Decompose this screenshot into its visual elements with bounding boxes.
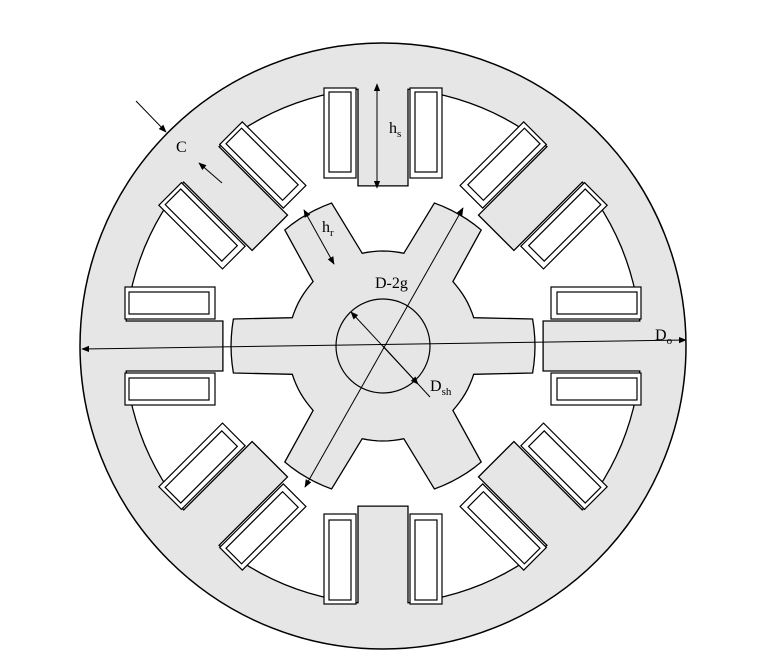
stator-coil — [409, 513, 443, 605]
back-iron-arrow-outer — [135, 100, 167, 133]
stator-coil — [157, 422, 246, 511]
label-shaft-diameter: Dsh — [430, 378, 452, 398]
stator-coil — [459, 483, 548, 572]
label-outer-diameter: Do — [655, 327, 673, 347]
stator-coil — [124, 372, 216, 406]
stator-coil — [124, 286, 216, 320]
stator-coil — [218, 120, 307, 209]
stator-coils — [124, 87, 642, 605]
stator-coil — [550, 286, 642, 320]
stator-coil — [520, 181, 609, 270]
stator-coil — [459, 120, 548, 209]
stator-coil — [218, 483, 307, 572]
stator-coil — [323, 87, 357, 179]
label-back-iron: C — [176, 139, 187, 156]
label-rotor-diameter: D-2g — [375, 275, 408, 292]
stator-coil — [520, 422, 609, 511]
rotor-pole-height-dimension-line — [303, 209, 335, 265]
stator-coil — [550, 372, 642, 406]
shaft-diameter-leader-line — [382, 345, 431, 398]
label-stator-pole-height: hs — [389, 120, 401, 140]
stator-coil — [157, 181, 246, 270]
stator-coil — [323, 513, 357, 605]
back-iron-arrow-inner — [198, 162, 223, 184]
label-rotor-pole-height: hr — [322, 219, 334, 239]
stator-coil — [409, 87, 443, 179]
